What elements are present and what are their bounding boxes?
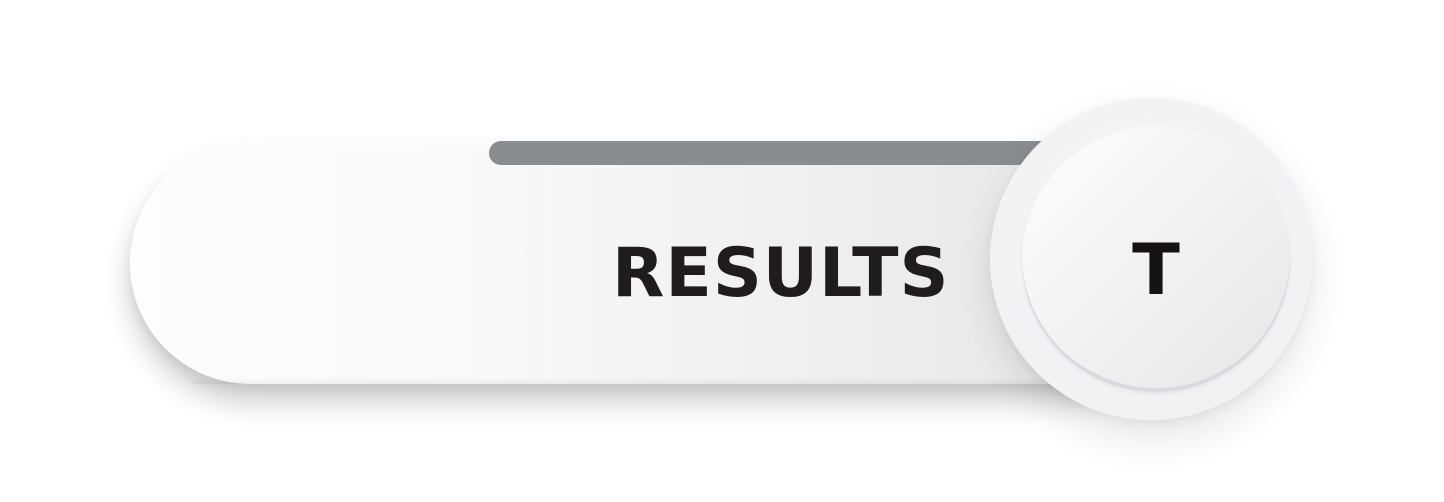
badge-circle: T xyxy=(1022,126,1290,392)
badge-letter: T xyxy=(1132,229,1180,311)
badge-ring: T xyxy=(990,98,1312,420)
results-label: RESULTS xyxy=(612,234,950,313)
top-accent-tab xyxy=(489,141,1059,165)
results-pill xyxy=(130,142,1090,384)
